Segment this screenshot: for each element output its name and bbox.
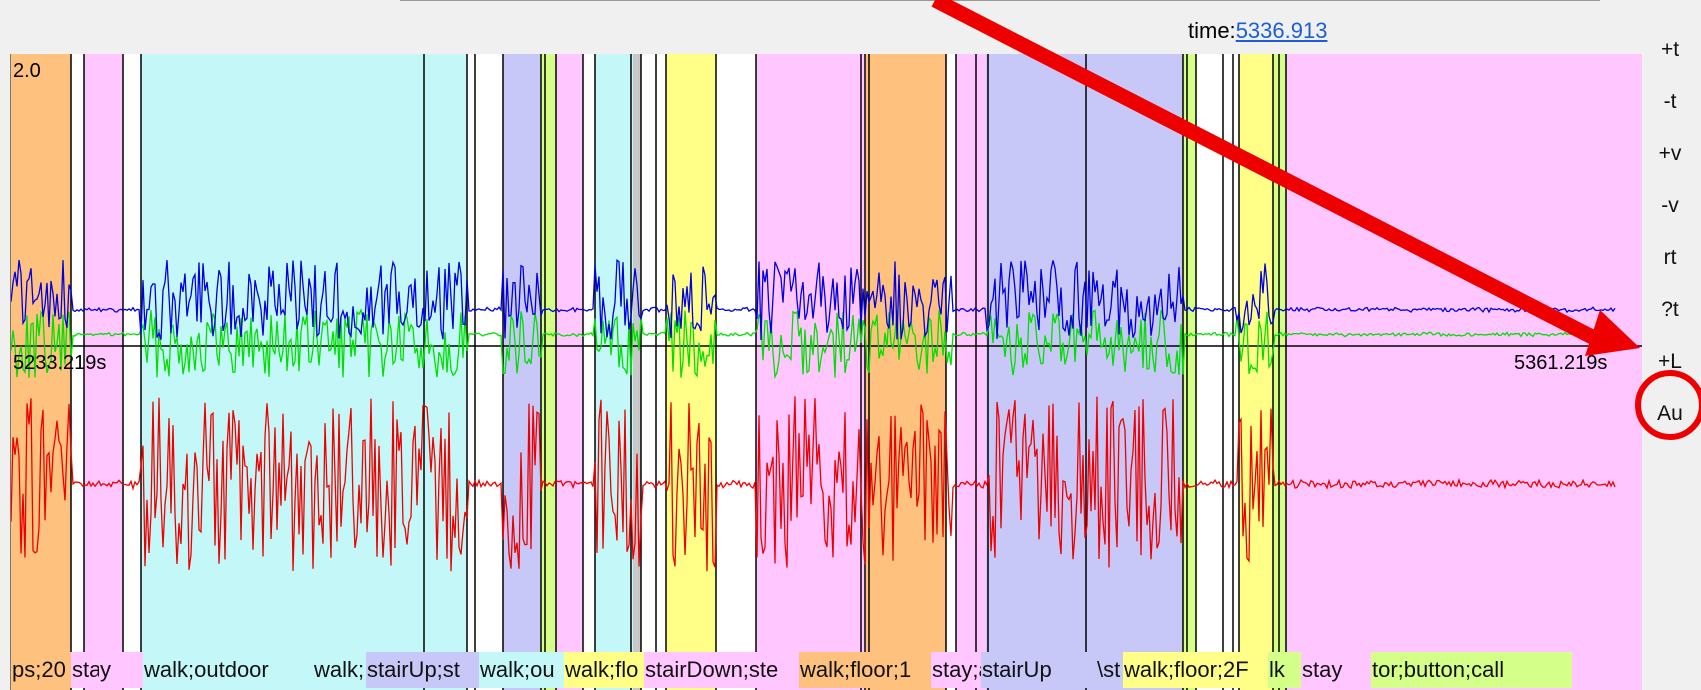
segment-band[interactable] bbox=[71, 54, 84, 690]
annotation-label[interactable]: walk;floor;1 bbox=[799, 652, 932, 688]
annotation-label[interactable]: stairDown;ste bbox=[644, 652, 800, 688]
segment-band[interactable] bbox=[1239, 54, 1273, 690]
time-readout: time:5336.913 bbox=[1188, 18, 1327, 44]
segment-band[interactable] bbox=[666, 54, 716, 690]
time-label: time: bbox=[1188, 18, 1236, 43]
annotation-label[interactable]: stay bbox=[1301, 652, 1372, 688]
red-signal-trace bbox=[11, 396, 1616, 572]
segment-band[interactable] bbox=[716, 54, 756, 690]
annotation-label[interactable]: lk bbox=[1268, 652, 1302, 688]
annotation-label[interactable]: ps;20 bbox=[11, 652, 72, 688]
annotation-label[interactable]: stairUp;st bbox=[366, 652, 480, 688]
auto-button[interactable]: Au bbox=[1657, 402, 1683, 425]
segment-band[interactable] bbox=[583, 54, 595, 690]
add-label-button[interactable]: +L bbox=[1658, 350, 1682, 373]
segment-band[interactable] bbox=[556, 54, 583, 690]
segment-band[interactable] bbox=[141, 54, 467, 690]
segment-band[interactable] bbox=[503, 54, 541, 690]
reset-time-button[interactable]: rt bbox=[1663, 246, 1677, 269]
query-time-button[interactable]: ?t bbox=[1661, 298, 1679, 321]
axis-start-label: 5233.219s bbox=[13, 352, 107, 374]
time-value-link[interactable]: 5336.913 bbox=[1235, 18, 1328, 43]
segment-band[interactable] bbox=[1183, 54, 1196, 690]
annotation-label[interactable]: tor;button;call bbox=[1371, 652, 1572, 688]
top-panel-edge bbox=[400, 0, 1600, 7]
zoom-in-value-button[interactable]: +v bbox=[1658, 142, 1682, 165]
segment-band[interactable] bbox=[123, 54, 141, 690]
annotation-label[interactable]: stay;a bbox=[931, 652, 982, 688]
annotation-label[interactable]: stairUp bbox=[981, 652, 1087, 688]
segment-band[interactable] bbox=[633, 54, 641, 690]
segment-band[interactable] bbox=[467, 54, 503, 690]
segment-band[interactable] bbox=[956, 54, 986, 690]
annotation-label-row: ps;20stayywalk;outdoorwalk;stairUp;stwal… bbox=[11, 652, 1642, 690]
signal-canvas[interactable] bbox=[11, 54, 1642, 690]
segment-band[interactable] bbox=[656, 54, 666, 690]
side-toolbar: +t -t +v -v rt ?t +L Au bbox=[1648, 24, 1692, 440]
scale-label: 2.0 bbox=[13, 60, 41, 82]
annotation-label[interactable]: walk;floor;2F bbox=[1123, 652, 1269, 688]
segment-band[interactable] bbox=[986, 54, 1086, 690]
annotation-label[interactable]: walk;ou bbox=[479, 652, 565, 688]
annotation-label[interactable]: y bbox=[99, 652, 144, 688]
annotation-label[interactable]: walk;outdoor bbox=[143, 652, 314, 688]
segment-band[interactable] bbox=[84, 54, 123, 690]
annotation-label[interactable]: \st bbox=[1096, 652, 1124, 688]
segment-band[interactable] bbox=[11, 54, 71, 690]
annotation-label[interactable]: walk; bbox=[313, 652, 367, 688]
zoom-out-time-button[interactable]: -t bbox=[1663, 90, 1677, 113]
segment-band[interactable] bbox=[946, 54, 956, 690]
segment-band[interactable] bbox=[641, 54, 656, 690]
annotation-label[interactable]: stay bbox=[71, 652, 100, 688]
segment-band[interactable] bbox=[1086, 54, 1183, 690]
signal-plot[interactable]: 2.0 5233.219s 5361.219s ps;20stayywalk;o… bbox=[10, 54, 1642, 690]
zoom-out-value-button[interactable]: -v bbox=[1661, 194, 1679, 217]
zoom-in-time-button[interactable]: +t bbox=[1660, 38, 1680, 61]
axis-end-label: 5361.219s bbox=[1514, 352, 1608, 374]
segment-band[interactable] bbox=[866, 54, 946, 690]
annotation-label[interactable]: walk;flo bbox=[564, 652, 645, 688]
segment-band[interactable] bbox=[541, 54, 556, 690]
segment-band[interactable] bbox=[756, 54, 866, 690]
